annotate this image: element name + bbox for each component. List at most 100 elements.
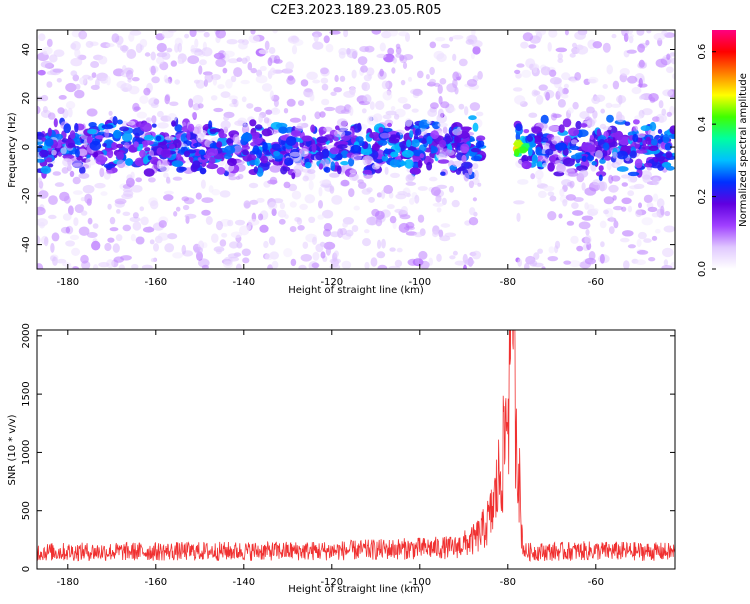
snr-y-label: SNR (10 * v/v) — [7, 414, 18, 485]
heatmap-cell — [388, 138, 400, 144]
heatmap-cell — [609, 216, 614, 223]
heatmap-cell — [62, 157, 73, 167]
heatmap-cell — [74, 204, 84, 214]
heatmap-cell — [334, 74, 339, 83]
heatmap-cell — [160, 148, 171, 158]
heatmap-cell — [382, 114, 392, 120]
heatmap-cell — [624, 121, 631, 126]
spectrogram-panel: -180 -160 -140 -120 -100 -80 -60 -40 -20 0 20 40 H… — [7, 29, 676, 296]
heatmap-cell — [52, 171, 61, 176]
heatmap-cell — [37, 263, 44, 269]
heatmap-cell — [361, 82, 368, 91]
heatmap-cell — [50, 242, 55, 253]
heatmap-cell — [246, 103, 254, 109]
heatmap-cell — [449, 255, 456, 260]
heatmap-cell — [432, 231, 439, 238]
heatmap-cell — [517, 258, 522, 267]
heatmap-cell — [242, 149, 249, 156]
heatmap-cell — [69, 170, 75, 177]
heatmap-cell — [458, 103, 465, 110]
heatmap-cell — [584, 257, 597, 265]
heatmap-cell — [197, 103, 204, 109]
heatmap-cell — [627, 244, 636, 249]
heatmap-cell — [263, 117, 270, 124]
heatmap-cell — [150, 65, 156, 76]
heatmap-cell — [148, 177, 156, 183]
heatmap-cell — [329, 185, 335, 194]
heatmap-cell — [340, 161, 349, 166]
heatmap-cell — [155, 56, 165, 65]
heatmap-cell — [454, 260, 466, 266]
heatmap-cell — [468, 115, 477, 121]
heatmap-cell — [386, 204, 395, 210]
heatmap-cell — [63, 195, 71, 204]
heatmap-cell — [535, 30, 546, 36]
heatmap-cell — [528, 146, 533, 157]
heatmap-cell — [255, 75, 268, 84]
heatmap-cell — [547, 42, 552, 52]
heatmap-cell — [227, 219, 234, 227]
heatmap-cell — [197, 125, 202, 135]
heatmap-cell — [181, 244, 187, 255]
heatmap-cell — [312, 251, 320, 261]
heatmap-cell — [535, 146, 542, 156]
heatmap-cell — [114, 198, 127, 205]
heatmap-cell — [294, 217, 301, 222]
heatmap-cell — [369, 101, 375, 110]
heatmap-cell — [227, 253, 239, 259]
heatmap-cell — [643, 162, 653, 168]
heatmap-cell — [129, 216, 141, 222]
heatmap-cell — [445, 135, 454, 143]
heatmap-cell — [402, 103, 412, 110]
heatmap-cell — [633, 119, 640, 125]
heatmap-cell — [599, 220, 607, 229]
heatmap-cell — [397, 191, 408, 196]
heatmap-cell — [309, 161, 317, 170]
heatmap-cell — [529, 260, 538, 267]
heatmap-cell — [289, 151, 301, 157]
heatmap-cell — [77, 148, 88, 156]
heatmap-cell — [427, 108, 438, 117]
heatmap-cell — [113, 129, 122, 139]
heatmap-cell — [515, 72, 522, 79]
heatmap-cell — [392, 57, 397, 64]
heatmap-cell — [455, 168, 462, 175]
heatmap-cell — [537, 248, 543, 254]
heatmap-cell — [651, 235, 658, 241]
heatmap-cell — [613, 220, 619, 229]
heatmap-cell — [39, 221, 45, 229]
heatmap-cell — [616, 150, 628, 160]
heatmap-cell — [46, 38, 53, 48]
heatmap-cell — [400, 79, 406, 86]
heatmap-cell — [308, 216, 316, 223]
heatmap-cell — [547, 256, 559, 262]
heatmap-cell — [571, 202, 579, 210]
heatmap-cell — [170, 60, 177, 67]
heatmap-cell — [339, 228, 347, 236]
heatmap-cell — [116, 159, 126, 169]
heatmap-cell — [612, 151, 618, 159]
heatmap-cell — [645, 39, 650, 46]
x-tick-label: -60 — [588, 577, 604, 588]
heatmap-cell — [597, 181, 608, 192]
heatmap-cell — [549, 195, 557, 202]
heatmap-cell — [627, 190, 635, 197]
heatmap-cell — [69, 234, 80, 241]
heatmap-cell — [147, 155, 152, 161]
heatmap-cell — [555, 159, 563, 166]
heatmap-cell — [579, 169, 589, 178]
heatmap-cell — [166, 47, 173, 53]
snr-panel: -180 -160 -140 -120 -100 -80 -60 0 500 1000 1500 2… — [7, 323, 676, 595]
heatmap-cell — [302, 241, 309, 249]
heatmap-cell — [389, 247, 396, 252]
heatmap-cell — [141, 264, 153, 269]
heatmap-cell — [340, 179, 350, 187]
heatmap-cell — [620, 146, 631, 151]
heatmap-cell — [167, 30, 177, 33]
heatmap-cell — [331, 195, 343, 205]
heatmap-cell — [436, 207, 442, 213]
heatmap-cell — [122, 65, 127, 73]
heatmap-cell — [239, 225, 250, 236]
heatmap-cell — [647, 206, 658, 213]
